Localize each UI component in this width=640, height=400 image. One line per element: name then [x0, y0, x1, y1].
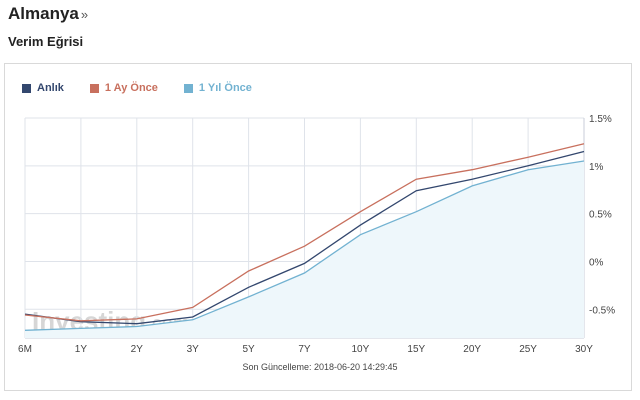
- legend-item-2[interactable]: 1 Yıl Önce: [183, 82, 252, 94]
- x-tick-label: 3Y: [187, 344, 200, 355]
- more-arrow-icon[interactable]: »: [80, 7, 89, 22]
- series-line-2: [24, 160, 585, 331]
- country-title[interactable]: Almanya: [8, 4, 79, 23]
- legend-item-0[interactable]: Anlık: [22, 82, 64, 94]
- y-tick-label: 1.5%: [589, 114, 612, 125]
- x-tick-label: 20Y: [463, 344, 481, 355]
- section-title: Verim Eğrisi: [8, 34, 84, 49]
- legend-item-1[interactable]: 1 Ay Önce: [89, 82, 158, 94]
- series-line-0: [24, 150, 585, 325]
- series-line-1: [24, 143, 585, 322]
- legend-swatch-icon: [89, 83, 99, 93]
- last-updated: Son Güncelleme: 2018-06-20 14:29:45: [242, 362, 398, 372]
- x-tick-label: 10Y: [352, 344, 370, 355]
- x-tick-label: 6M: [18, 344, 32, 355]
- legend-label: 1 Yıl Önce: [198, 82, 252, 94]
- chart-legend: Anlık 1 Ay Önce 1 Yıl Önce: [22, 82, 252, 94]
- legend-swatch-icon: [22, 83, 31, 93]
- y-tick-label: -0.5%: [589, 305, 615, 316]
- x-tick-label: 2Y: [131, 344, 144, 355]
- legend-label: Anlık: [37, 82, 64, 94]
- y-tick-label: 0%: [589, 257, 604, 268]
- x-tick-label: 30Y: [575, 344, 593, 355]
- y-tick-label: 1%: [589, 162, 604, 173]
- y-tick-label: 0.5%: [589, 210, 612, 221]
- x-tick-label: 25Y: [519, 344, 537, 355]
- page-title: Almanya»: [8, 4, 88, 24]
- legend-label: 1 Ay Önce: [104, 82, 158, 94]
- x-tick-label: 5Y: [242, 344, 255, 355]
- x-tick-label: 7Y: [298, 344, 311, 355]
- x-tick-label: 1Y: [75, 344, 88, 355]
- series-area-2: [25, 161, 584, 338]
- legend-swatch-icon: [183, 83, 193, 93]
- x-tick-label: 15Y: [407, 344, 425, 355]
